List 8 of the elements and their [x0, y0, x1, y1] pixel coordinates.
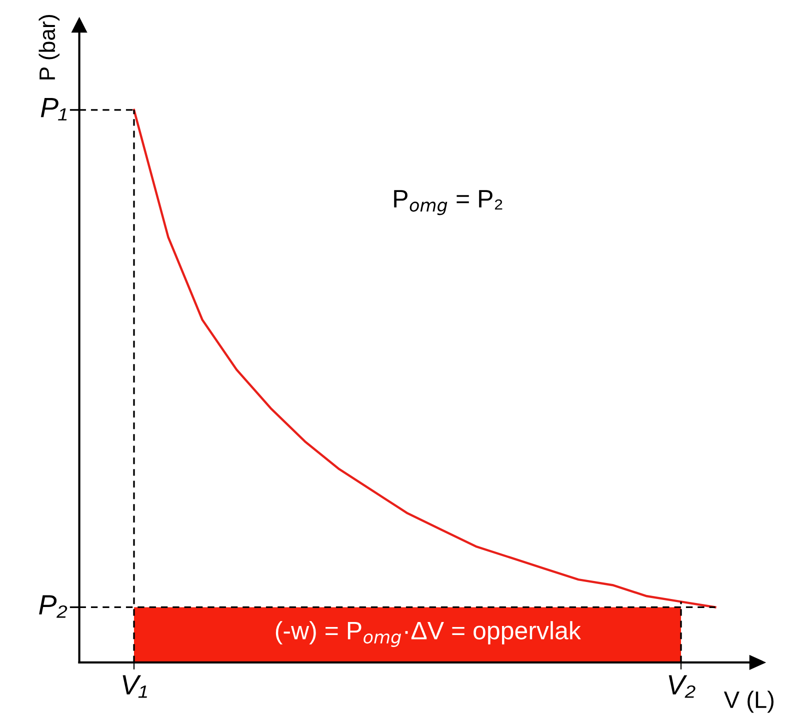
ref-line-label: P₂ [39, 595, 68, 618]
annotation: P$_{omg}$ = P₂ [394, 190, 502, 216]
ref-line-label: P₁ [40, 98, 67, 120]
x-tick-label: V₂ [668, 675, 696, 698]
x-tick-label: V₁ [122, 675, 147, 698]
y-axis-title: P (bar) [38, 15, 60, 80]
annotation: (-w) = P$_{omg}$·ΔV = oppervlak [276, 621, 581, 647]
x-axis-title: V (L) [724, 690, 774, 713]
